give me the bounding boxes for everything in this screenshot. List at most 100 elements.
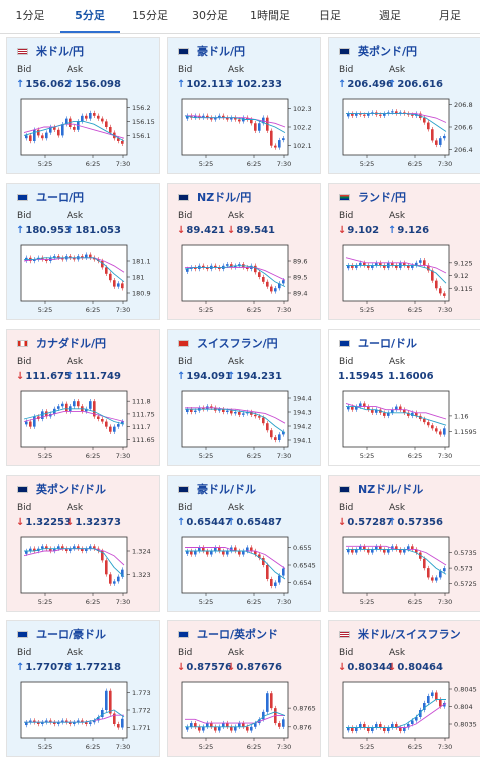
pair-name-link[interactable]: NZドル/ドル (358, 483, 424, 496)
tab-1min[interactable]: 1分足 (15, 9, 45, 22)
candle-body (363, 114, 366, 116)
candle-body (230, 410, 233, 414)
mini-candle-chart[interactable]: 1.773 1.772 1.771 5:25 6:25 7:30 (15, 676, 155, 754)
pair-name-link[interactable]: NZドル/円 (197, 191, 252, 204)
arrow-up-icon: ↑ (227, 517, 236, 528)
mini-candle-chart[interactable]: 0.5735 0.573 0.5725 5:25 6:25 7:30 (337, 531, 477, 609)
tab-15min[interactable]: 15分足 (132, 9, 168, 22)
pair-name-link[interactable]: ユーロ/豪ドル (36, 628, 107, 641)
mini-candle-chart[interactable]: 102.3 102.2 102.1 5:25 6:25 7:30 (176, 93, 316, 171)
mini-candle-chart[interactable]: 9.125 9.12 9.115 5:25 6:25 7:30 (337, 239, 477, 317)
tab-daily[interactable]: 日足 (319, 9, 341, 22)
moving-average-short (184, 265, 286, 288)
tab-5min[interactable]: 5分足 (60, 0, 120, 33)
candle-body (117, 283, 120, 287)
candle-body (367, 727, 370, 731)
mini-candle-chart[interactable]: 181.1 181 180.9 5:25 6:25 7:30 (15, 239, 155, 317)
rate-card[interactable]: ユーロ/豪ドル Bid Ask ↑1.77078 ↑1.77218 1.773 1.772 1… (6, 620, 160, 757)
mini-candle-chart[interactable]: 194.4 194.3 194.2 194.1 5:25 6:25 7:30 (176, 385, 316, 463)
candle-body (61, 546, 64, 549)
x-tick-label: 6:25 (408, 306, 423, 314)
mini-candle-chart[interactable]: 0.8765 0.876 5:25 6:25 7:30 (176, 676, 316, 754)
card-header: 英ポンド/ドル (17, 482, 106, 496)
candle-body (423, 118, 426, 123)
pair-name-link[interactable]: 英ポンド/円 (358, 45, 418, 58)
candle-body (194, 115, 197, 118)
arrow-up-icon: ↑ (177, 79, 186, 90)
pair-name-link[interactable]: 米ドル/スイスフラン (358, 628, 461, 641)
candle-body (73, 127, 76, 130)
candle-body (41, 135, 44, 139)
mini-candle-chart[interactable]: 111.8 111.75 111.7 111.65 5:25 6:25 7:30 (15, 385, 155, 463)
candle-body (379, 262, 382, 266)
x-tick-label: 5:25 (360, 743, 375, 751)
rate-card[interactable]: 米ドル/スイスフラン Bid Ask ↓0.80344 ↓0.80464 0.8045 0.… (328, 620, 480, 757)
rate-card[interactable]: ユーロ/英ポンド Bid Ask ↓0.87576 ↓0.87676 0.8765 0.87… (167, 620, 321, 757)
pair-name-link[interactable]: スイスフラン/円 (197, 337, 278, 350)
arrow-up-icon: ↑ (227, 371, 236, 382)
mini-candle-chart[interactable]: 1.324 1.323 5:25 6:25 7:30 (15, 531, 155, 609)
pair-name-link[interactable]: ユーロ/英ポンド (197, 628, 279, 641)
candle-body (41, 722, 44, 724)
pair-name-link[interactable]: 豪ドル/円 (197, 45, 246, 58)
tab-monthly[interactable]: 月足 (439, 9, 461, 22)
mini-candle-chart[interactable]: 206.8 206.6 206.4 5:25 6:25 7:30 (337, 93, 477, 171)
mini-candle-chart[interactable]: 0.655 0.6545 0.654 5:25 6:25 7:30 (176, 531, 316, 609)
x-tick-label: 6:25 (408, 598, 423, 606)
candle-body (45, 259, 48, 261)
candle-body (423, 419, 426, 423)
pair-name-link[interactable]: 豪ドル/ドル (197, 483, 257, 496)
rate-card[interactable]: 米ドル/円 Bid Ask ↑156.062 ↑156.098 156.2 156.15 15… (6, 37, 160, 174)
rate-card[interactable]: ユーロ/ドル Bid Ask 1.15945 1.16006 1.16 1.1595 5:25… (328, 329, 480, 466)
mini-candle-chart[interactable]: 0.8045 0.804 0.8035 5:25 6:25 7:30 (337, 676, 477, 754)
mini-candle-chart[interactable]: 1.16 1.1595 5:25 6:25 7:30 (337, 385, 477, 463)
pair-name-link[interactable]: ユーロ/円 (36, 191, 85, 204)
tab-weekly[interactable]: 週足 (379, 9, 401, 22)
candle-body (101, 419, 104, 422)
bid-number: 1.32253 (25, 517, 71, 528)
tab-1hour[interactable]: 1時間足 (250, 9, 290, 22)
candle-body (214, 726, 217, 731)
candle-body (93, 401, 96, 417)
candle-body (262, 277, 265, 282)
rate-card[interactable]: カナダドル/円 Bid Ask ↓111.675 ↑111.749 111.8 111.75… (6, 329, 160, 466)
candle-body (97, 416, 100, 419)
candle-body (411, 114, 414, 116)
rate-card[interactable]: NZドル/円 Bid Ask ↓89.421 ↓89.541 89.6 89.5 89.4 5:… (167, 183, 321, 320)
rate-card[interactable]: ユーロ/円 Bid Ask ↑180.953 ↑181.053 181.1 181 180.9… (6, 183, 160, 320)
x-tick-label: 6:25 (86, 452, 101, 460)
bid-number: 194.091 (186, 371, 232, 382)
candle-body (359, 262, 362, 266)
candle-body (278, 434, 281, 440)
candle-body (97, 115, 100, 119)
tab-30min[interactable]: 30分足 (192, 9, 228, 22)
rate-card[interactable]: NZドル/ドル Bid Ask ↓0.57287 ↑0.57356 0.5735 0.573… (328, 475, 480, 612)
rate-card[interactable]: ランド/円 Bid Ask ↓9.102 ↑9.126 9.125 9.12 9.115 5:2… (328, 183, 480, 320)
pair-name-link[interactable]: ユーロ/ドル (358, 337, 418, 350)
candle-body (347, 549, 350, 553)
x-tick-label: 7:30 (438, 452, 453, 460)
pair-name-link[interactable]: 英ポンド/ドル (36, 483, 107, 496)
x-tick-label: 5:25 (199, 452, 214, 460)
candle-body (375, 724, 378, 728)
rate-card[interactable]: スイスフラン/円 Bid Ask ↑194.091 ↑194.231 194.4 194.3… (167, 329, 321, 466)
rate-card[interactable]: 豪ドル/円 Bid Ask ↑102.113 ↑102.233 102.3 102.2 102… (167, 37, 321, 174)
mini-candle-chart[interactable]: 89.6 89.5 89.4 5:25 6:25 7:30 (176, 239, 316, 317)
pair-name-link[interactable]: カナダドル/円 (36, 337, 107, 350)
y-tick-label: 0.5735 (454, 549, 477, 557)
pair-name-link[interactable]: 米ドル/円 (36, 45, 85, 58)
rate-card[interactable]: 英ポンド/ドル Bid Ask ↓1.32253 ↓1.32373 1.324 1.323 5… (6, 475, 160, 612)
candle-body (190, 551, 193, 555)
arrow-up-icon: ↑ (177, 517, 186, 528)
rate-card[interactable]: 豪ドル/ドル Bid Ask ↑0.65447 ↑0.65487 0.655 0.6545 0… (167, 475, 321, 612)
pair-name-link[interactable]: ランド/円 (358, 191, 407, 204)
mini-candle-chart[interactable]: 156.2 156.15 156.1 5:25 6:25 7:30 (15, 93, 155, 171)
candle-body (218, 547, 221, 551)
candle-body (359, 724, 362, 728)
candle-body (218, 267, 221, 269)
rate-card[interactable]: 英ポンド/円 Bid Ask ↑206.496 ↑206.616 206.8 206.6 20… (328, 37, 480, 174)
candle-body (351, 549, 354, 553)
candle-body (202, 407, 205, 410)
candle-body (419, 710, 422, 717)
candle-body (33, 129, 36, 141)
